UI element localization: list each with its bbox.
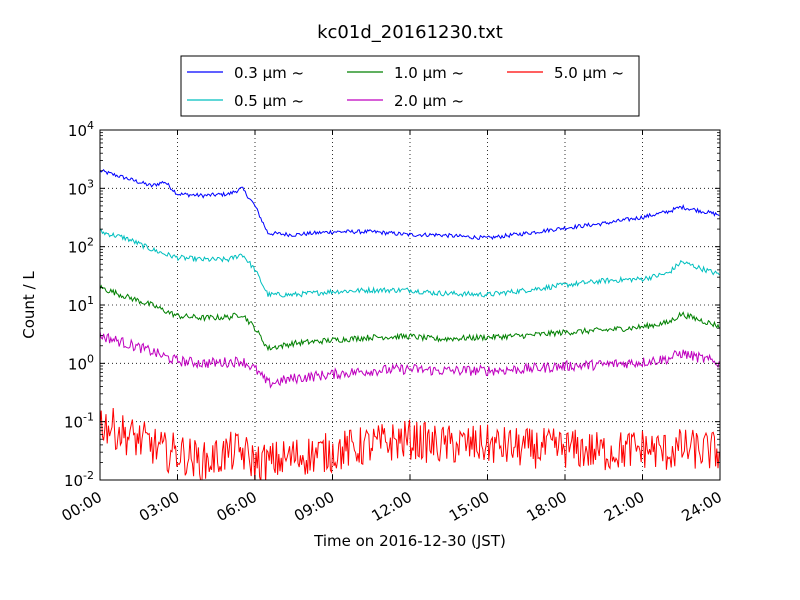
- series-line: [100, 331, 720, 389]
- y-tick-label: 103: [68, 177, 94, 198]
- legend-label: 5.0 μm ~: [554, 64, 624, 82]
- series-line: [100, 407, 720, 480]
- x-tick-label: 00:00: [59, 488, 105, 525]
- y-tick-label: 101: [68, 294, 94, 315]
- x-tick-label: 06:00: [214, 488, 260, 525]
- legend-label: 2.0 μm ~: [394, 92, 464, 110]
- x-tick-label: 21:00: [601, 488, 647, 525]
- y-tick-label: 10-2: [64, 469, 94, 490]
- series-line: [100, 284, 720, 352]
- x-axis-label: Time on 2016-12-30 (JST): [313, 532, 506, 550]
- legend-label: 0.3 μm ~: [234, 64, 304, 82]
- chart-title: kc01d_20161230.txt: [317, 22, 503, 43]
- y-tick-label: 10-1: [64, 411, 94, 432]
- series-layer: [100, 169, 720, 480]
- x-tick-label: 12:00: [369, 488, 415, 525]
- ticks: 00:00 03:00 06:00 09:00 12:00 15:00 18:00 21:00…: [59, 119, 725, 525]
- legend-box: [180, 55, 640, 117]
- series-line: [100, 229, 720, 298]
- y-tick-label: 100: [68, 352, 94, 373]
- legend: 0.3 μm ~ 0.5 μm ~ 1.0 μm ~ 2.0 μm ~ 5.0 μm ~: [180, 55, 640, 117]
- legend-label: 0.5 μm ~: [234, 92, 304, 110]
- x-tick-label: 09:00: [291, 488, 337, 525]
- x-tick-label: 03:00: [136, 488, 182, 525]
- y-axis-label: Count / L: [20, 271, 38, 339]
- x-tick-label: 15:00: [446, 488, 492, 525]
- x-tick-label: 24:00: [679, 488, 725, 525]
- series-line: [100, 169, 720, 241]
- y-tick-label: 104: [68, 119, 94, 140]
- x-tick-label: 18:00: [524, 488, 570, 525]
- legend-label: 1.0 μm ~: [394, 64, 464, 82]
- y-tick-label: 102: [68, 236, 94, 257]
